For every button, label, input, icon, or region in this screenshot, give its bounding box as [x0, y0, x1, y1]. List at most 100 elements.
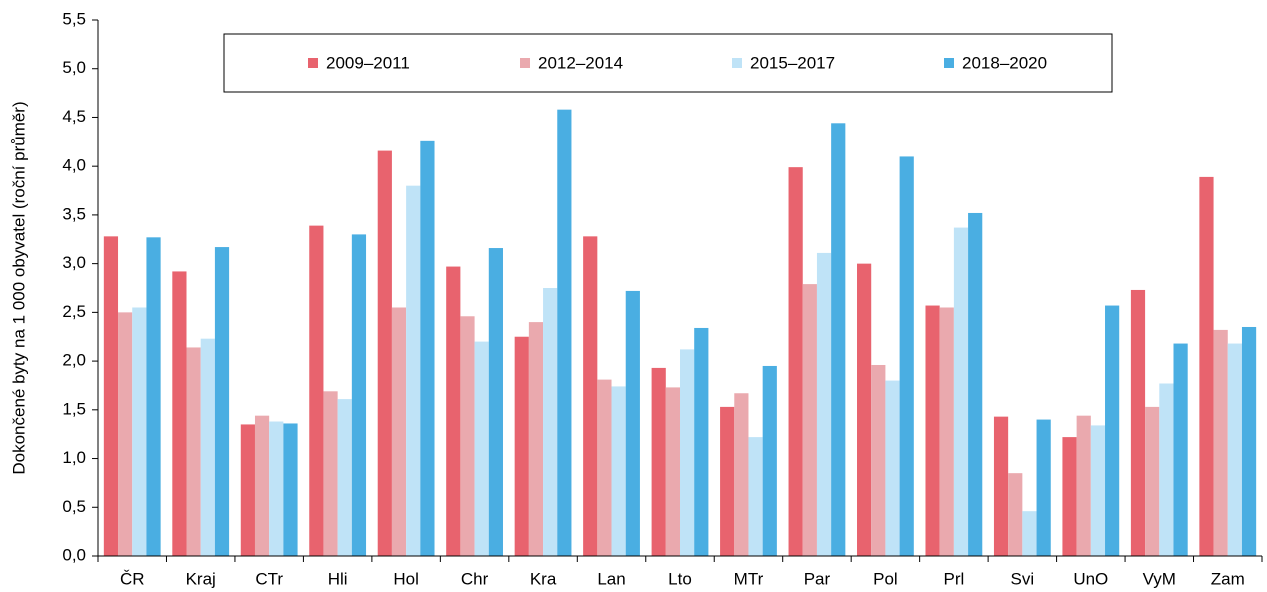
bar: [309, 225, 324, 556]
y-tick-label: 0,0: [62, 545, 86, 564]
bar: [1130, 289, 1146, 556]
x-tick-label: Lan: [597, 569, 625, 588]
bar: [528, 322, 544, 556]
y-tick-label: 5,0: [62, 58, 86, 77]
bar: [406, 185, 421, 556]
bar: [802, 284, 817, 556]
bar: [925, 305, 940, 556]
y-tick-label: 2,0: [62, 351, 86, 370]
x-tick-label: ČR: [120, 569, 145, 588]
bar: [885, 380, 900, 556]
bar: [186, 347, 201, 556]
legend-swatch: [944, 58, 954, 68]
y-tick-label: 2,5: [62, 302, 86, 321]
bar: [1173, 343, 1188, 556]
y-tick-label: 4,0: [62, 156, 86, 175]
x-tick-label: Par: [804, 569, 831, 588]
y-tick-label: 1,0: [62, 448, 86, 467]
bar: [446, 266, 461, 556]
x-tick-label: Hli: [328, 569, 348, 588]
bar: [734, 393, 749, 556]
y-axis-label: Dokončené byty na 1 000 obyvatel (roční …: [9, 101, 28, 474]
bar: [816, 252, 832, 556]
bar: [788, 167, 803, 556]
y-tick-label: 1,5: [62, 399, 86, 418]
legend-label: 2018–2020: [962, 53, 1047, 72]
bar: [1227, 343, 1242, 556]
bar: [200, 338, 215, 556]
x-tick-label: Chr: [461, 569, 489, 588]
y-tick-label: 5,5: [62, 9, 86, 28]
y-tick-label: 0,5: [62, 497, 86, 516]
x-tick-label: Hol: [393, 569, 419, 588]
bar: [214, 247, 230, 556]
bar: [611, 386, 626, 556]
bar: [680, 349, 695, 556]
bar: [240, 424, 255, 556]
bar: [323, 391, 338, 556]
bar: [557, 109, 572, 557]
bar: [118, 312, 133, 556]
bar: [1076, 415, 1091, 556]
x-tick-label: Pol: [873, 569, 898, 588]
bar: [871, 364, 886, 556]
bar: [899, 156, 914, 556]
bar: [968, 212, 983, 556]
bar: [1213, 329, 1228, 556]
bar: [1159, 383, 1174, 556]
x-tick-label: UnO: [1073, 569, 1108, 588]
y-tick-label: 3,0: [62, 253, 86, 272]
bar: [583, 236, 598, 556]
x-tick-label: Kraj: [186, 569, 216, 588]
x-tick-label: Lto: [668, 569, 692, 588]
bar: [939, 307, 954, 556]
bar: [488, 248, 503, 556]
legend-swatch: [732, 58, 742, 68]
bar: [748, 437, 763, 556]
legend-swatch: [308, 58, 318, 68]
bar: [1199, 176, 1214, 556]
x-tick-label: VyM: [1143, 569, 1176, 588]
bar: [694, 327, 709, 556]
legend-label: 2012–2014: [538, 53, 623, 72]
x-tick-label: Kra: [530, 569, 557, 588]
bar: [1062, 437, 1077, 556]
bar: [993, 416, 1009, 556]
bar: [283, 423, 298, 556]
bar: [857, 263, 872, 556]
bar: [1022, 511, 1037, 556]
y-tick-label: 3,5: [62, 204, 86, 223]
legend-label: 2015–2017: [750, 53, 835, 72]
bar: [1036, 419, 1051, 556]
bar: [460, 316, 475, 556]
legend-label: 2009–2011: [326, 53, 410, 72]
bar: [762, 365, 777, 556]
bar: [391, 307, 407, 556]
bar: [351, 234, 367, 556]
bar: [1241, 326, 1257, 556]
bar: [146, 237, 161, 556]
x-tick-label: Zam: [1211, 569, 1245, 588]
bar: [831, 123, 846, 556]
bar: [172, 271, 187, 556]
bar: [103, 236, 119, 556]
bar: [420, 140, 435, 557]
bar: [1145, 406, 1160, 556]
bar: [953, 227, 969, 556]
bar: [1105, 305, 1120, 556]
bar: [625, 290, 640, 556]
legend-swatch: [520, 58, 530, 68]
bar: [132, 307, 147, 556]
bar: [1090, 425, 1106, 556]
bar: [651, 367, 666, 556]
bar: [474, 341, 489, 556]
bar: [254, 415, 270, 556]
bar: [269, 421, 284, 556]
bar: [597, 379, 612, 556]
bar: [720, 406, 735, 556]
x-tick-label: Svi: [1011, 569, 1035, 588]
x-tick-label: Prl: [943, 569, 964, 588]
bar: [337, 399, 352, 556]
bar: [665, 387, 680, 556]
